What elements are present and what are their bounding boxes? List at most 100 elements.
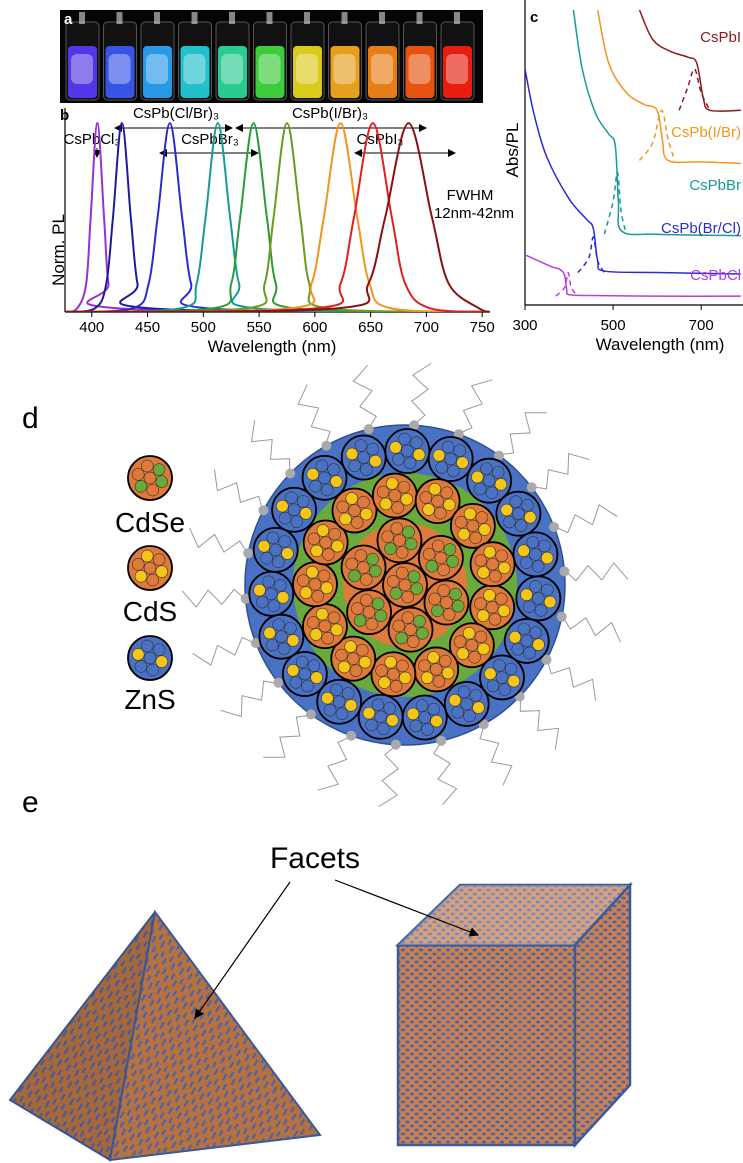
nanocrystal-dot bbox=[442, 608, 456, 621]
nanocrystal-dot bbox=[427, 702, 441, 716]
nanocrystal-dot bbox=[396, 659, 409, 673]
nanocrystal-dot bbox=[323, 703, 337, 717]
nanocrystal-dot bbox=[416, 627, 429, 640]
nanocrystal-dot bbox=[523, 600, 536, 613]
nanocrystal-dot bbox=[391, 501, 404, 514]
cube-shade bbox=[398, 885, 630, 945]
ligand bbox=[495, 412, 547, 456]
nanocrystal-dot bbox=[477, 642, 490, 656]
ligand-anchor bbox=[526, 482, 537, 493]
series-line bbox=[525, 254, 741, 297]
nanocrystal-dot bbox=[378, 676, 391, 689]
nanocrystal-dot bbox=[306, 616, 320, 629]
nanocrystal-dot bbox=[415, 699, 429, 712]
panel-label: c bbox=[530, 9, 538, 26]
x-tick-label: 650 bbox=[358, 319, 383, 336]
series-label: CsPbCl bbox=[690, 267, 741, 284]
ligand bbox=[561, 562, 629, 582]
nanocrystal-dot bbox=[134, 570, 148, 583]
nanocrystal-dot bbox=[495, 671, 509, 684]
vial-cap bbox=[229, 12, 235, 24]
series-line bbox=[65, 122, 490, 312]
nanocrystal-dot bbox=[440, 486, 453, 499]
nanocrystal-dot bbox=[400, 492, 413, 506]
legend-label: ZnS bbox=[124, 684, 175, 715]
vial-glow bbox=[368, 46, 397, 98]
nanocrystal-dot bbox=[466, 519, 480, 533]
nanocrystal-dot bbox=[520, 556, 533, 569]
ligand bbox=[192, 636, 260, 666]
nanocrystal-dot bbox=[508, 631, 522, 644]
panel-label: e bbox=[22, 786, 39, 819]
nanocrystal-dot bbox=[353, 614, 367, 627]
series-line bbox=[525, 68, 741, 275]
nanocrystal-dot bbox=[541, 583, 554, 597]
nanocrystal-dot bbox=[435, 461, 448, 474]
nanocrystal-dot bbox=[389, 680, 403, 693]
nanocrystal-dot bbox=[318, 471, 331, 485]
nanocrystal-dot bbox=[498, 561, 511, 575]
nanocrystal-dot bbox=[395, 546, 409, 559]
series-line bbox=[638, 109, 676, 161]
ligand-anchor bbox=[494, 450, 505, 461]
nanocrystal-dot bbox=[281, 547, 294, 560]
nanocrystal-dot bbox=[351, 602, 364, 615]
nanocrystal-dot bbox=[143, 561, 157, 575]
nanocrystal-dot bbox=[332, 695, 346, 708]
nanocrystal-dot bbox=[322, 548, 335, 561]
nanocrystal-dot bbox=[366, 442, 379, 456]
nanocrystal-dot bbox=[152, 643, 166, 656]
series-line bbox=[596, 9, 741, 165]
nanocrystal-dot bbox=[418, 711, 432, 724]
nanocrystal-dot bbox=[357, 561, 370, 574]
nanocrystal-dot bbox=[457, 685, 471, 699]
nanocrystal-dot bbox=[507, 674, 521, 688]
ligand-anchor bbox=[258, 505, 269, 516]
x-tick-label: 300 bbox=[512, 317, 537, 334]
nanocrystal-dot bbox=[350, 516, 364, 529]
nanocrystal-dot bbox=[287, 503, 301, 517]
nanocrystal-dot bbox=[483, 545, 497, 559]
nanocrystal-dot bbox=[517, 622, 531, 636]
x-tick-label: 500 bbox=[191, 319, 216, 336]
ligand bbox=[352, 364, 378, 433]
nanocrystal-dot bbox=[529, 548, 542, 561]
nanocrystal-dot bbox=[284, 622, 297, 635]
nanocrystal-dot bbox=[475, 511, 489, 524]
nanocrystal-dot bbox=[366, 552, 379, 566]
y-axis-label: Abs/PL bbox=[503, 123, 522, 178]
nanocrystal-dot bbox=[134, 660, 148, 673]
nanocrystal-dot bbox=[523, 646, 536, 660]
nanocrystal-dot bbox=[335, 648, 348, 662]
nanocrystal-dot bbox=[374, 609, 388, 623]
annotation: FWHM bbox=[447, 187, 494, 204]
nanocrystal-dot bbox=[463, 709, 476, 723]
vial-highlight bbox=[408, 54, 431, 84]
nanocrystal-dot bbox=[503, 515, 516, 529]
series-label: CsPb(I/Br) bbox=[671, 124, 741, 141]
vial-glow bbox=[180, 46, 210, 98]
nanocrystal-dot bbox=[389, 587, 403, 600]
nanocrystal-dot bbox=[523, 511, 537, 524]
nanocrystal-dot bbox=[330, 683, 343, 696]
nanocrystal-dot bbox=[500, 503, 513, 517]
nanocrystal-dot bbox=[155, 565, 169, 578]
nanocrystal-dot bbox=[345, 492, 359, 505]
nanocrystal-dot bbox=[349, 664, 363, 677]
nanocrystal-dot bbox=[454, 516, 468, 529]
nanocrystal-dot bbox=[520, 588, 533, 601]
nanocrystal-dot bbox=[155, 475, 169, 488]
nanocrystal-dot bbox=[447, 464, 460, 478]
nanocrystal-dot bbox=[446, 555, 459, 568]
ligand-anchor bbox=[305, 709, 316, 720]
nanocrystal-dot bbox=[321, 483, 334, 497]
ligand-anchor bbox=[453, 429, 464, 440]
ligand bbox=[559, 613, 621, 643]
ligand-anchor bbox=[321, 440, 332, 451]
nanocrystal-dot bbox=[485, 486, 499, 499]
nanocrystal-dot bbox=[298, 667, 312, 681]
nanocrystal-dot bbox=[357, 495, 370, 509]
nanocrystal-dot bbox=[309, 628, 323, 641]
nanocrystal-dot bbox=[310, 671, 323, 684]
nanocrystal-dot bbox=[420, 671, 434, 685]
